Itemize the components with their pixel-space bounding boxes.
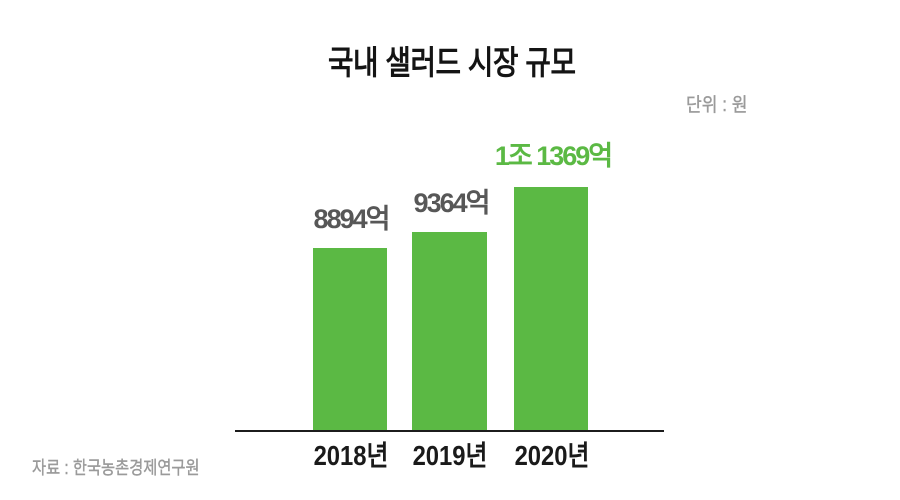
- source-label: 자료 : 한국농촌경제연구원: [32, 458, 200, 478]
- unit-label: 단위 : 원: [686, 95, 748, 116]
- value-label-2020-highlight: 1조 1369억: [494, 141, 613, 171]
- x-tick-label-2020: 2020년: [514, 440, 590, 471]
- bar-2018: [313, 248, 387, 430]
- chart-title: 국내 샐러드 시장 규모: [327, 44, 576, 81]
- x-tick-label-2019: 2019년: [412, 440, 488, 471]
- value-label-2018: 8894억: [313, 204, 391, 234]
- bar-2019: [412, 232, 487, 430]
- bar-2020: [514, 187, 588, 430]
- value-label-2019: 9364억: [413, 188, 491, 218]
- x-axis-line: [235, 430, 664, 432]
- x-tick-label-2018: 2018년: [313, 440, 389, 471]
